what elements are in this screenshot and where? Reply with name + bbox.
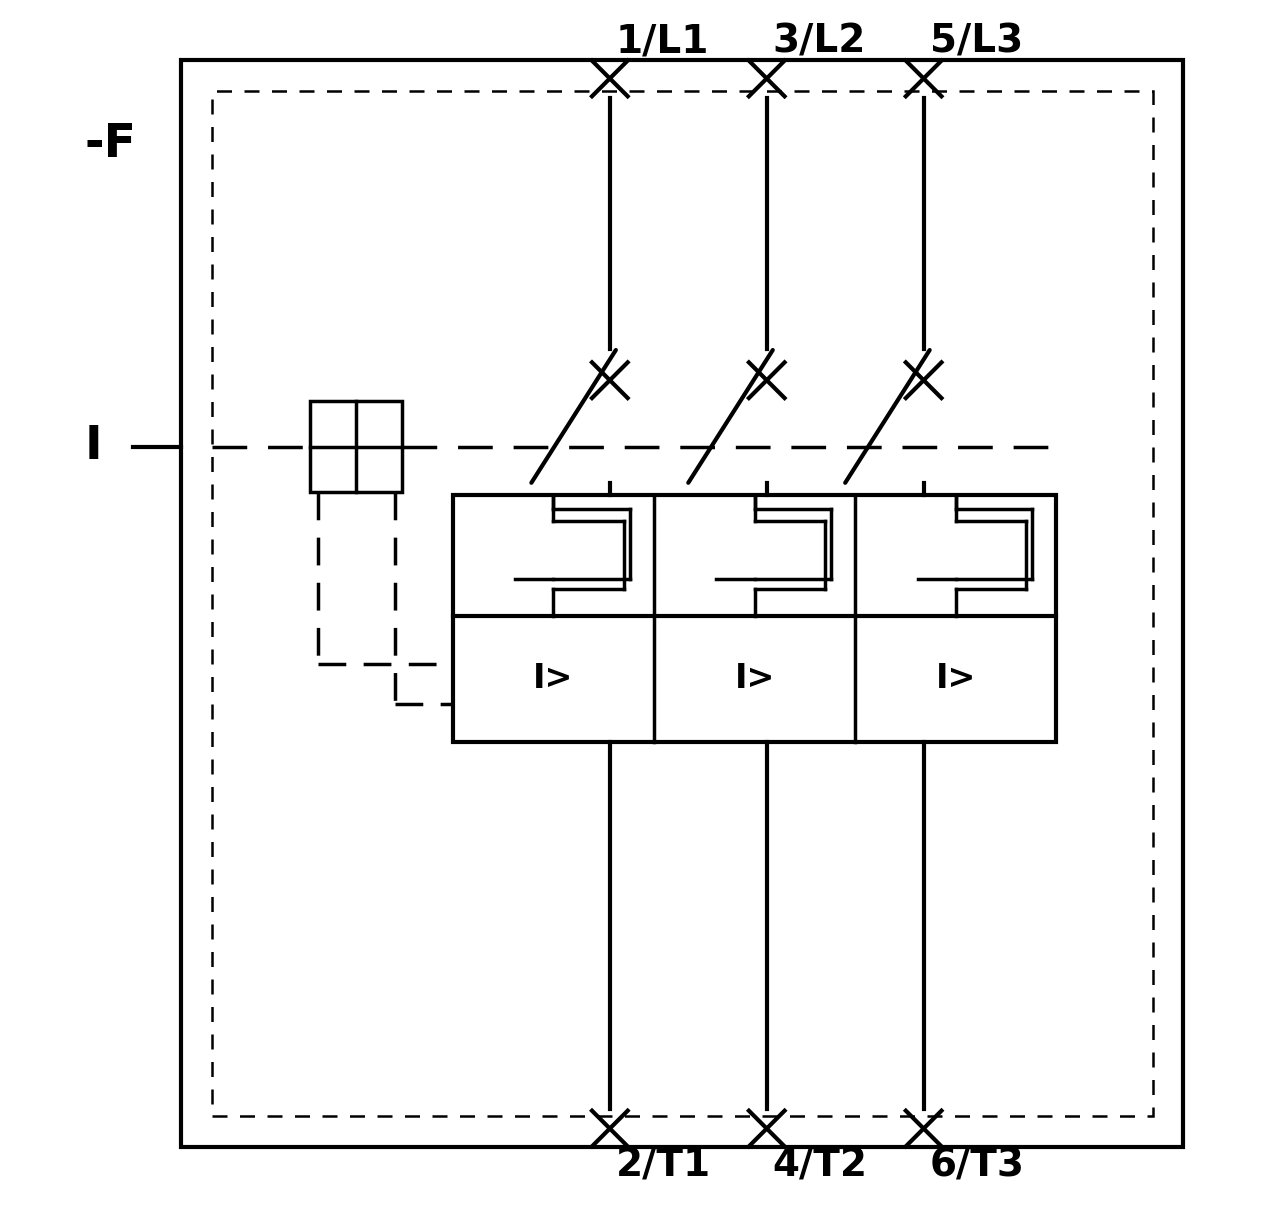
Text: 5/L3: 5/L3 [929, 23, 1023, 60]
Bar [182, 60, 1183, 1147]
Bar [453, 495, 1056, 742]
Text: 2/T1: 2/T1 [616, 1147, 710, 1184]
Text: I: I [84, 424, 102, 470]
Text: I>: I> [735, 663, 774, 695]
Text: -F: -F [84, 122, 137, 168]
Text: 4/T2: 4/T2 [773, 1147, 868, 1184]
Bar [311, 401, 402, 492]
Text: 6/T3: 6/T3 [929, 1147, 1025, 1184]
Text: 3/L2: 3/L2 [773, 23, 867, 60]
Text: I>: I> [534, 663, 573, 695]
Text: 1/L1: 1/L1 [616, 23, 709, 60]
Text: I>: I> [936, 663, 977, 695]
Bar [211, 91, 1153, 1116]
